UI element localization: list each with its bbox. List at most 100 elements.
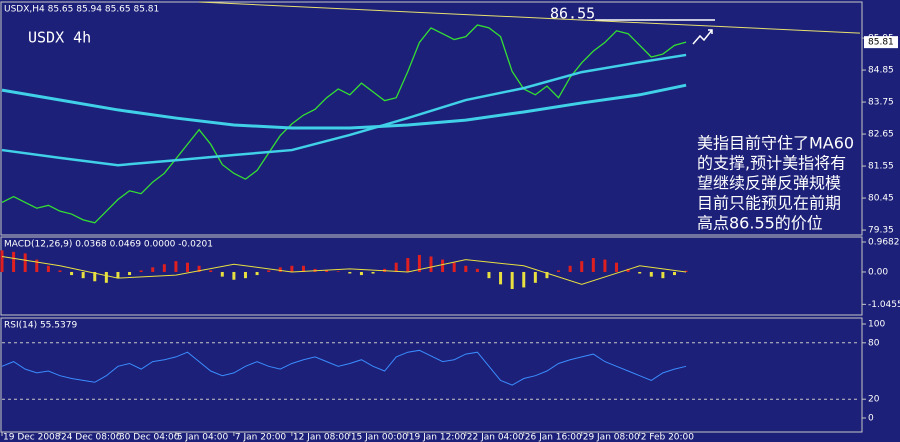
y-tick-label: 0.00	[868, 267, 888, 277]
line-series	[1, 53, 687, 167]
rsi-panel	[0, 317, 863, 433]
histogram-bar	[104, 271, 108, 283]
histogram-bar	[336, 271, 340, 272]
histogram-bar	[464, 265, 468, 272]
histogram-bar	[70, 271, 74, 276]
y-tick-label: 80	[868, 338, 880, 348]
histogram-bar	[359, 271, 363, 276]
histogram-bar	[186, 262, 190, 272]
x-tick-label: 5 Jan 04:00	[177, 433, 229, 442]
y-tick-label: 83.75	[868, 98, 894, 108]
last-price-label: 85.81	[868, 38, 894, 48]
macd-panel	[0, 236, 863, 316]
x-tick-label: 19 Dec 2008	[3, 433, 61, 442]
y-tick-label: 81.55	[868, 162, 894, 172]
histogram-bar	[81, 271, 85, 279]
histogram-bar	[615, 262, 619, 272]
histogram-bar	[406, 258, 410, 272]
histogram-bar	[301, 265, 305, 272]
note-line: 目前只能预见在前期	[697, 194, 841, 213]
histogram-bar	[290, 265, 294, 272]
histogram-bar	[452, 262, 456, 272]
histogram-bar	[638, 271, 642, 274]
histogram-bar	[661, 271, 665, 279]
y-tick-label: 79.35	[868, 226, 894, 236]
histogram-bar	[0, 250, 4, 272]
histogram-bar	[348, 271, 352, 274]
histogram-bar	[626, 268, 630, 272]
histogram-bar	[325, 270, 329, 272]
histogram-bar	[684, 270, 688, 272]
y-tick-label: 0.9682	[868, 238, 900, 248]
histogram-bar	[522, 271, 526, 288]
histogram-bar	[174, 261, 178, 272]
histogram-bar	[209, 270, 213, 272]
x-tick-label: 30 Dec 04:00	[119, 433, 180, 442]
line-series	[1, 349, 687, 386]
histogram-bar	[603, 259, 607, 272]
x-tick-label: 29 Jan 08:00	[583, 433, 640, 442]
x-tick-label: 22 Jan 04:00	[467, 433, 524, 442]
price-panel	[0, 1, 863, 236]
y-tick-label: 80.45	[868, 194, 894, 204]
histogram-bar	[417, 254, 421, 272]
macd-header: MACD(12,26,9) 0.0368 0.0469 0.0000 -0.02…	[4, 240, 213, 250]
histogram-bar	[232, 271, 236, 280]
last-price-box	[864, 36, 898, 49]
histogram-bar	[151, 267, 155, 272]
histogram-bar	[255, 271, 259, 276]
arrow	[692, 29, 713, 45]
x-tick-label: 26 Jan 16:00	[525, 433, 582, 442]
histogram-bar	[672, 271, 676, 276]
annotation: 86.55	[550, 5, 595, 23]
rsi-header: RSI(14) 55.5379	[4, 321, 77, 331]
histogram-bar	[93, 271, 97, 282]
histogram-bar	[568, 265, 572, 272]
histogram-bar	[649, 271, 653, 277]
histogram-bar	[533, 271, 537, 283]
chart-title: USDX 4h	[28, 29, 91, 47]
histogram-bar	[278, 267, 282, 272]
histogram-bar	[394, 262, 398, 272]
histogram-bar	[499, 271, 503, 285]
y-tick-label: 82.65	[868, 130, 894, 140]
histogram-bar	[220, 271, 224, 277]
histogram-bar	[197, 265, 201, 272]
y-tick-label: 20	[868, 395, 880, 405]
histogram-bar	[58, 270, 62, 272]
price-header: USDX,H4 85.65 85.94 85.65 85.81	[4, 5, 159, 15]
histogram-bar	[545, 271, 549, 279]
histogram-bar	[557, 270, 561, 272]
histogram-bar	[243, 271, 247, 279]
histogram-bar	[116, 271, 120, 279]
note-line: 美指目前守住了MA60	[697, 134, 854, 153]
note-line: 望继续反弹反弹规模	[697, 174, 841, 193]
histogram-bar	[139, 270, 143, 272]
y-tick-label: -1.0455	[868, 300, 900, 310]
histogram-bar	[580, 261, 584, 272]
note-line: 的支撑,预计美指将有	[697, 154, 846, 173]
histogram-bar	[23, 253, 27, 272]
histogram-bar	[441, 259, 445, 272]
x-tick-label: 7 Jan 20:00	[235, 433, 287, 442]
y-tick-label: 84.85	[868, 66, 894, 76]
x-tick-label: 12 Jan 08:00	[293, 433, 350, 442]
line-series	[199, 1, 861, 34]
x-tick-label: 15 Jan 00:00	[351, 433, 408, 442]
histogram-bar	[487, 271, 491, 279]
histogram-bar	[128, 271, 132, 276]
note-line: 高点86.55的价位	[697, 214, 823, 233]
histogram-bar	[429, 256, 433, 272]
histogram-bar	[12, 251, 16, 272]
histogram-bar	[371, 271, 375, 274]
histogram-bar	[46, 265, 50, 272]
x-tick-label: 24 Dec 08:00	[61, 433, 122, 442]
histogram-bar	[510, 271, 514, 289]
line-series	[1, 256, 687, 285]
histogram-bar	[35, 259, 39, 272]
line-series	[1, 83, 687, 130]
histogram-bar	[162, 264, 166, 272]
